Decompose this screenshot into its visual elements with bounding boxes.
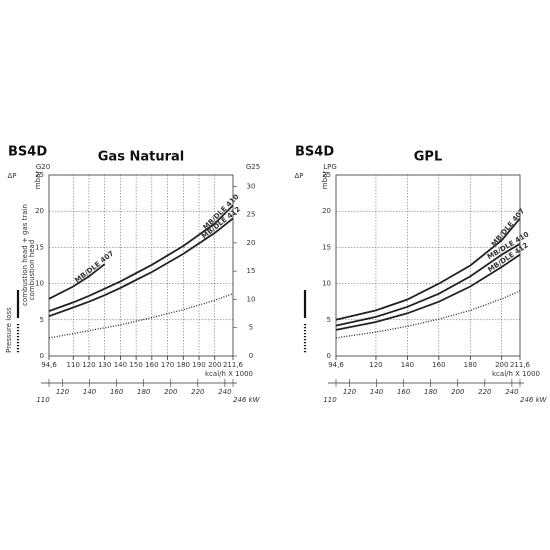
y2-tick-label: 30: [247, 182, 256, 190]
chart-title: GPL: [414, 150, 442, 165]
y-tick-label: 0: [40, 352, 44, 360]
y-gas: LPG: [323, 163, 337, 171]
y-tick-label: 10: [322, 280, 331, 288]
x2-tick-label: 200: [451, 388, 465, 396]
series-label: MB/DLE 407: [73, 249, 115, 284]
x2-tick-label: 120: [56, 388, 70, 396]
y-tick-label: 5: [40, 316, 44, 324]
x-tick-label: 200: [495, 361, 508, 369]
series-line: [335, 217, 521, 321]
y2-tick-label: 20: [247, 239, 256, 247]
series-line: [335, 290, 521, 339]
y-tick-label: 25: [35, 171, 44, 179]
y-gas: G20: [36, 163, 50, 171]
x2-tick-label: 246 kW: [233, 396, 261, 404]
y-tick-label: 5: [327, 316, 331, 324]
x2-tick-label: 140: [370, 388, 384, 396]
x-label: kcal/h X 1000: [492, 370, 540, 378]
chart-label: BS4D: [8, 145, 47, 160]
y2-tick-label: 25: [247, 211, 256, 219]
x-tick-label: 211,6: [223, 361, 244, 369]
y-unit: mbar: [34, 171, 42, 190]
x2-tick-label: 220: [478, 388, 492, 396]
y-tick-label: 0: [327, 352, 331, 360]
series-line: [48, 293, 234, 339]
x2-tick-label: 240: [505, 388, 519, 396]
delta-p: ΔP: [7, 172, 16, 180]
x-tick-label: 160: [432, 361, 445, 369]
x-tick-label: 110: [67, 361, 80, 369]
x-tick-label: 140: [114, 361, 127, 369]
x-tick-label: 120: [369, 361, 382, 369]
y-unit: mbar: [321, 171, 329, 190]
series-line: [48, 217, 234, 318]
legend-dotted-label: combustion head: [28, 240, 36, 301]
y-tick-label: 10: [35, 280, 44, 288]
x-tick-label: 180: [464, 361, 477, 369]
y2-tick-label: 0: [249, 352, 253, 360]
x-tick-label: 130: [98, 361, 111, 369]
x2-tick-label: 220: [191, 388, 205, 396]
x-tick-label: 190: [192, 361, 205, 369]
x-tick-label: 120: [82, 361, 95, 369]
x2-tick-label: 140: [83, 388, 97, 396]
x2-tick-label: 110: [36, 396, 50, 404]
x2-tick-label: 180: [424, 388, 438, 396]
y2-tick-label: 15: [247, 267, 256, 275]
x-tick-label: 180: [177, 361, 190, 369]
y-tick-label: 20: [35, 207, 44, 215]
y-tick-label: 25: [322, 171, 331, 179]
x-tick-label: 160: [145, 361, 158, 369]
x2-tick-label: 120: [343, 388, 357, 396]
x-tick-label: 94,6: [41, 361, 57, 369]
legend-title: Pressure loss: [5, 307, 13, 353]
x2-tick-label: 160: [397, 388, 411, 396]
x-tick-label: 200: [208, 361, 221, 369]
y-tick-label: 15: [322, 243, 331, 251]
x-tick-label: 150: [129, 361, 142, 369]
x-tick-label: 170: [161, 361, 174, 369]
x2-tick-label: 246 kW: [520, 396, 548, 404]
x-label: kcal/h X 1000: [205, 370, 253, 378]
series-line: [48, 263, 106, 300]
series-line: [335, 243, 521, 327]
y2-tick-label: 5: [249, 324, 253, 332]
y2-gas: G25: [246, 163, 260, 171]
y2-tick-label: 10: [247, 295, 256, 303]
y-tick-label: 20: [322, 207, 331, 215]
chart-title: Gas Natural: [98, 150, 184, 165]
x-tick-label: 211,6: [510, 361, 531, 369]
series-line: [48, 204, 234, 312]
legend-solid-label: combustion head + gas train: [21, 204, 29, 306]
x2-tick-label: 240: [218, 388, 232, 396]
y-tick-label: 15: [35, 243, 44, 251]
x2-tick-label: 160: [110, 388, 124, 396]
x2-tick-label: 180: [137, 388, 151, 396]
x-tick-label: 140: [401, 361, 414, 369]
x2-tick-label: 200: [164, 388, 178, 396]
plot-frame: [48, 174, 234, 357]
x-tick-label: 94,6: [328, 361, 344, 369]
series-line: [335, 253, 521, 331]
chart-label: BS4D: [295, 145, 334, 160]
delta-p: ΔP: [294, 172, 303, 180]
x2-tick-label: 110: [323, 396, 337, 404]
